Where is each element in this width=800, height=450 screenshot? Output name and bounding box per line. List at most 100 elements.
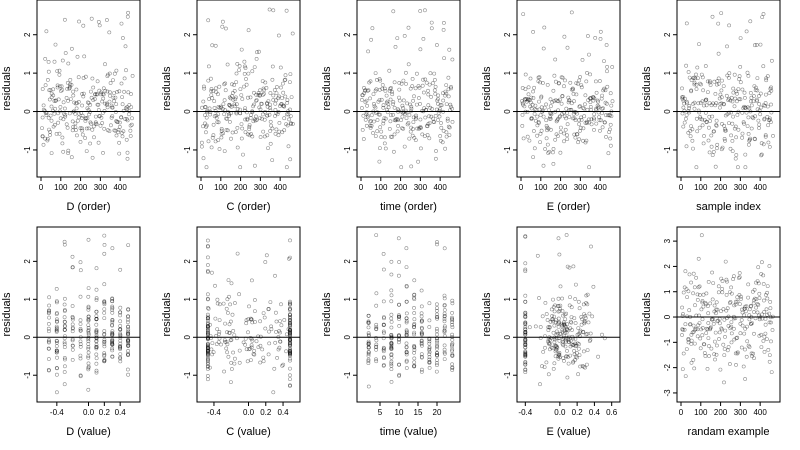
data-point: [556, 309, 561, 314]
data-point: [544, 118, 549, 123]
data-point: [62, 111, 66, 116]
data-point: [754, 305, 759, 310]
data-point: [442, 347, 447, 352]
data-point: [695, 65, 700, 70]
data-point: [535, 114, 540, 119]
data-point: [538, 336, 543, 340]
data-point: [118, 332, 123, 337]
data-point: [102, 339, 107, 344]
data-point: [111, 95, 116, 100]
data-point: [55, 300, 59, 305]
data-point: [288, 342, 292, 347]
data-point: [205, 297, 210, 302]
data-point: [126, 353, 131, 357]
data-point: [765, 290, 770, 295]
data-point: [419, 354, 424, 359]
data-point: [205, 292, 210, 297]
data-point: [381, 103, 386, 108]
data-point: [263, 80, 268, 85]
data-point: [81, 91, 86, 96]
data-point: [578, 128, 583, 133]
data-point: [288, 331, 292, 336]
data-point: [243, 106, 248, 111]
data-point: [547, 342, 552, 347]
data-point: [389, 259, 394, 264]
data-point: [84, 116, 88, 120]
data-point: [86, 328, 91, 332]
data-point: [270, 126, 275, 131]
data-point: [126, 341, 130, 346]
data-point: [272, 366, 277, 371]
data-point: [586, 98, 591, 103]
data-point: [523, 350, 528, 355]
data-point: [244, 82, 249, 87]
data-point: [110, 338, 115, 343]
data-point: [216, 105, 221, 109]
data-point: [49, 91, 54, 96]
data-point: [427, 355, 432, 360]
data-point: [288, 343, 292, 348]
data-point: [733, 124, 738, 129]
data-point: [568, 319, 573, 324]
data-point: [545, 125, 550, 130]
x-tick-label: 300: [734, 183, 748, 192]
data-point: [450, 353, 455, 358]
data-point: [769, 88, 774, 93]
data-point: [105, 105, 110, 110]
data-point: [397, 334, 401, 339]
data-point: [538, 325, 543, 329]
data-point: [440, 140, 445, 145]
data-point: [585, 348, 590, 353]
data-point: [199, 140, 204, 145]
data-point: [205, 316, 210, 320]
data-point: [599, 96, 604, 101]
data-point: [115, 90, 120, 94]
data-point: [554, 329, 559, 334]
data-point: [555, 344, 559, 349]
data-point: [205, 367, 210, 371]
data-point: [110, 342, 115, 347]
data-point: [70, 315, 75, 320]
data-point: [566, 95, 571, 100]
data-point: [54, 327, 59, 332]
data-point: [434, 43, 439, 47]
data-point: [752, 298, 756, 303]
data-point: [86, 286, 91, 291]
data-point: [381, 363, 386, 368]
data-point: [755, 310, 760, 315]
data-point: [698, 100, 703, 105]
data-point: [561, 340, 565, 345]
data-point: [219, 131, 224, 136]
data-point: [450, 352, 455, 357]
data-point: [115, 119, 119, 124]
data-point: [697, 125, 702, 130]
data-point: [526, 97, 531, 102]
data-point: [126, 330, 130, 335]
data-point: [594, 121, 599, 126]
data-point: [258, 319, 263, 324]
data-point: [560, 75, 565, 80]
data-point: [523, 312, 528, 317]
data-point: [558, 303, 563, 308]
x-tick-label: 200: [714, 183, 728, 192]
data-point: [750, 115, 755, 120]
data-point: [108, 93, 112, 98]
data-point: [244, 77, 248, 81]
data-point: [719, 88, 724, 93]
data-point: [78, 268, 83, 273]
x-tick-label: 400: [113, 183, 127, 192]
data-point: [383, 116, 388, 121]
data-point: [46, 78, 50, 82]
data-point: [442, 317, 447, 321]
data-point: [382, 141, 387, 146]
data-point: [409, 125, 414, 130]
data-point: [562, 328, 567, 333]
data-point: [746, 295, 751, 300]
data-point: [63, 320, 67, 324]
data-point: [205, 360, 210, 365]
data-point: [536, 79, 541, 84]
data-point: [596, 110, 601, 115]
data-point: [404, 116, 409, 121]
data-point: [94, 266, 99, 271]
data-point: [557, 308, 562, 313]
